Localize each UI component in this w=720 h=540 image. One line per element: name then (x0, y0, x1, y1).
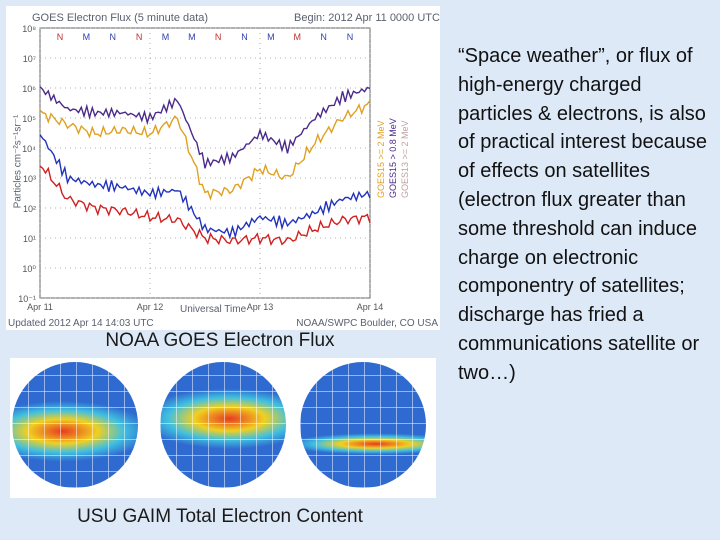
chart-y-axis-label: Particles cm⁻²s⁻¹sr⁻¹ (12, 114, 24, 209)
globes-caption: USU GAIM Total Electron Content (77, 506, 363, 527)
chart-updated: Updated 2012 Apr 14 14:03 UTC (8, 318, 154, 329)
y-tick-label: 10⁴ (22, 144, 36, 154)
legend-entry: GOES15 >= 2 MeV (376, 120, 386, 198)
series-line (39, 100, 371, 201)
magnetometer-flag: N (136, 32, 143, 42)
y-tick-label: 10⁵ (22, 114, 36, 124)
series-line (39, 134, 371, 240)
series-line (39, 86, 371, 169)
globe-image-2 (160, 362, 286, 488)
chart-title: GOES Electron Flux (5 minute data) (32, 12, 209, 24)
magnetometer-flag: M (162, 32, 170, 42)
magnetometer-flag: N (109, 32, 116, 42)
y-tick-label: 10⁷ (23, 54, 36, 64)
x-tick-label: Apr 11 (27, 302, 53, 312)
y-tick-label: 10¹ (23, 234, 36, 244)
series-line (39, 165, 371, 247)
x-tick-label: Apr 13 (247, 302, 274, 312)
y-tick-label: 10² (23, 204, 36, 214)
y-tick-label: 10⁶ (22, 84, 36, 94)
x-tick-label: Apr 12 (137, 302, 164, 312)
chart-x-axis-label: Universal Time (180, 304, 247, 315)
globe-image-3 (300, 362, 426, 488)
electron-flux-chart: 10⁸ 10⁷ 10⁶ 10⁵ 10⁴ 10³ 10² 10¹ 10⁰ 10⁻¹ Apr 11 Apr… (6, 6, 440, 330)
magnetometer-flag: M (294, 32, 302, 42)
chart-begin-time: Begin: 2012 Apr 11 0000 UTC (294, 12, 440, 24)
magnetometer-flag: N (347, 32, 354, 42)
globe-image-1 (12, 362, 138, 488)
magnetometer-flag: M (83, 32, 91, 42)
x-tick-label: Apr 14 (357, 302, 384, 312)
y-tick-label: 10⁸ (22, 24, 36, 34)
legend-entry: GOES13 >= 2 MeV (400, 120, 410, 198)
tec-globes-panel (10, 358, 436, 498)
magnetometer-flag: N (320, 32, 327, 42)
magnetometer-flag: N (241, 32, 248, 42)
magnetometer-flag: M (267, 32, 275, 42)
y-tick-label: 10⁰ (22, 264, 36, 274)
chart-caption: NOAA GOES Electron Flux (105, 330, 335, 351)
plot-frame (39, 27, 371, 299)
magnetometer-flag: M (188, 32, 196, 42)
legend-entry: GOES15 > 0.8 MeV (388, 118, 398, 198)
y-tick-label: 10⁻¹ (18, 294, 36, 304)
chart-credit: NOAA/SWPC Boulder, CO USA (296, 318, 438, 329)
magnetometer-flag: N (215, 32, 222, 42)
magnetometer-flag: N (57, 32, 64, 42)
y-tick-label: 10³ (23, 174, 36, 184)
body-text: “Space weather”, or flux of high-energy … (458, 45, 708, 384)
